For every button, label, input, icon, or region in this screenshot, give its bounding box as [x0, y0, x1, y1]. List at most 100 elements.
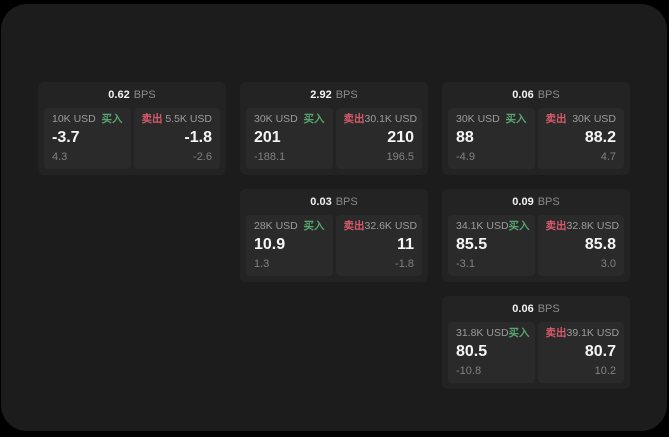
sell-delta: -2.6 [193, 151, 212, 163]
sell-delta: 10.2 [594, 365, 616, 377]
sell-price: -1.8 [184, 128, 212, 146]
sell-price: 85.8 [584, 235, 616, 253]
buy-amount: 31.8K USD [456, 327, 509, 339]
quote-card[interactable]: 0.06 BPS 30K USD 买入 88 -4.9 卖出 30K USD 8… [442, 82, 630, 175]
quote-card[interactable]: 0.62 BPS 10K USD 买入 -3.7 4.3 卖出 5.5K USD… [38, 82, 226, 175]
sell-side-label: 卖出 [343, 220, 365, 232]
bps-unit-label: BPS [537, 302, 560, 315]
card-header: 0.03 BPS [240, 189, 428, 215]
buy-amount: 30K USD [456, 113, 500, 125]
buy-amount: 30K USD [254, 113, 298, 125]
card-body: 34.1K USD 买入 85.5 -3.1 卖出 32.8K USD 85.8… [442, 215, 630, 282]
card-body: 30K USD 买入 201 -188.1 卖出 30.1K USD 210 1… [240, 108, 428, 175]
buy-panel-top: 10K USD 买入 [52, 114, 123, 125]
buy-amount: 10K USD [52, 113, 96, 125]
sell-panel-top: 卖出 30K USD [546, 114, 617, 125]
quote-card[interactable]: 0.03 BPS 28K USD 买入 10.9 1.3 卖出 32.6K US… [240, 189, 428, 282]
sell-price: 11 [397, 235, 414, 253]
buy-price: 85.5 [456, 235, 488, 253]
buy-price: 80.5 [456, 342, 488, 360]
sell-amount: 5.5K USD [165, 113, 212, 125]
card-header: 0.09 BPS [442, 189, 630, 215]
buy-side-label: 买入 [508, 327, 530, 339]
buy-panel[interactable]: 31.8K USD 买入 80.5 -10.8 [448, 322, 535, 383]
buy-panel[interactable]: 30K USD 买入 201 -188.1 [246, 108, 333, 169]
buy-panel-top: 30K USD 买入 [456, 114, 527, 125]
sell-panel-top: 卖出 30.1K USD [343, 113, 418, 125]
sell-amount: 30.1K USD [364, 113, 418, 125]
buy-price: 88 [456, 128, 474, 146]
buy-price: -3.7 [52, 128, 80, 146]
sell-panel[interactable]: 卖出 5.5K USD -1.8 -2.6 [133, 108, 220, 169]
buy-panel-top: 28K USD 买入 [254, 221, 325, 232]
bps-unit-label: BPS [537, 88, 560, 101]
sell-panel[interactable]: 卖出 30K USD 88.2 4.7 [537, 108, 624, 169]
bps-unit-label: BPS [335, 88, 358, 101]
sell-amount: 39.1K USD [566, 327, 620, 339]
sell-delta: -1.8 [395, 258, 414, 270]
buy-delta: -4.9 [456, 151, 475, 163]
bps-unit-label: BPS [537, 195, 560, 208]
sell-side-label: 卖出 [343, 113, 365, 125]
bps-value: 2.92 [310, 88, 332, 101]
buy-delta: -188.1 [254, 151, 286, 163]
sell-side-label: 卖出 [141, 113, 163, 125]
buy-panel[interactable]: 28K USD 买入 10.9 1.3 [246, 215, 333, 276]
buy-panel[interactable]: 30K USD 买入 88 -4.9 [448, 108, 535, 169]
bps-value: 0.06 [512, 302, 534, 315]
bps-value: 0.09 [512, 195, 534, 208]
card-header: 0.62 BPS [38, 82, 226, 108]
sell-amount: 30K USD [572, 113, 616, 125]
quote-cards-grid: 0.62 BPS 10K USD 买入 -3.7 4.3 卖出 5.5K USD… [38, 82, 630, 389]
card-header: 2.92 BPS [240, 82, 428, 108]
buy-panel-top: 30K USD 买入 [254, 114, 325, 125]
buy-amount: 28K USD [254, 220, 298, 232]
card-body: 28K USD 买入 10.9 1.3 卖出 32.6K USD 11 -1.8 [240, 215, 428, 282]
sell-price: 80.7 [584, 342, 616, 360]
buy-amount: 34.1K USD [456, 220, 509, 232]
sell-panel[interactable]: 卖出 32.8K USD 85.8 3.0 [537, 215, 624, 276]
buy-delta: 1.3 [254, 258, 270, 270]
buy-side-label: 买入 [303, 113, 325, 125]
bps-value: 0.06 [512, 88, 534, 101]
card-header: 0.06 BPS [442, 296, 630, 322]
sell-side-label: 卖出 [545, 113, 567, 125]
quote-card[interactable]: 2.92 BPS 30K USD 买入 201 -188.1 卖出 30.1K … [240, 82, 428, 175]
app-window: 0.62 BPS 10K USD 买入 -3.7 4.3 卖出 5.5K USD… [1, 4, 667, 431]
buy-panel[interactable]: 10K USD 买入 -3.7 4.3 [44, 108, 131, 169]
quote-card[interactable]: 0.06 BPS 31.8K USD 买入 80.5 -10.8 卖出 39.1… [442, 296, 630, 389]
buy-side-label: 买入 [508, 220, 530, 232]
sell-side-label: 卖出 [545, 327, 567, 339]
card-header: 0.06 BPS [442, 82, 630, 108]
card-body: 10K USD 买入 -3.7 4.3 卖出 5.5K USD -1.8 -2.… [38, 108, 226, 175]
buy-delta: -10.8 [456, 365, 482, 377]
sell-panel[interactable]: 卖出 39.1K USD 80.7 10.2 [537, 322, 624, 383]
sell-price: 88.2 [584, 128, 616, 146]
sell-amount: 32.6K USD [364, 220, 418, 232]
bps-value: 0.03 [310, 195, 332, 208]
bps-unit-label: BPS [133, 88, 156, 101]
bps-value: 0.62 [108, 88, 130, 101]
bps-unit-label: BPS [335, 195, 358, 208]
sell-side-label: 卖出 [545, 220, 567, 232]
sell-price: 210 [387, 128, 414, 146]
card-body: 31.8K USD 买入 80.5 -10.8 卖出 39.1K USD 80.… [442, 322, 630, 389]
buy-price: 10.9 [254, 235, 286, 253]
buy-panel-top: 34.1K USD 买入 [456, 220, 530, 232]
buy-side-label: 买入 [101, 113, 123, 125]
card-body: 30K USD 买入 88 -4.9 卖出 30K USD 88.2 4.7 [442, 108, 630, 175]
buy-panel-top: 31.8K USD 买入 [456, 327, 530, 339]
sell-amount: 32.8K USD [566, 220, 620, 232]
quote-card[interactable]: 0.09 BPS 34.1K USD 买入 85.5 -3.1 卖出 32.8K… [442, 189, 630, 282]
buy-panel[interactable]: 34.1K USD 买入 85.5 -3.1 [448, 215, 535, 276]
buy-side-label: 买入 [303, 220, 325, 232]
buy-side-label: 买入 [505, 113, 527, 125]
buy-delta: -3.1 [456, 258, 475, 270]
sell-panel[interactable]: 卖出 30.1K USD 210 196.5 [335, 108, 422, 169]
sell-panel[interactable]: 卖出 32.6K USD 11 -1.8 [335, 215, 422, 276]
sell-panel-top: 卖出 32.6K USD [343, 220, 418, 232]
sell-delta: 196.5 [386, 151, 414, 163]
sell-panel-top: 卖出 39.1K USD [545, 327, 620, 339]
sell-delta: 4.7 [600, 151, 616, 163]
